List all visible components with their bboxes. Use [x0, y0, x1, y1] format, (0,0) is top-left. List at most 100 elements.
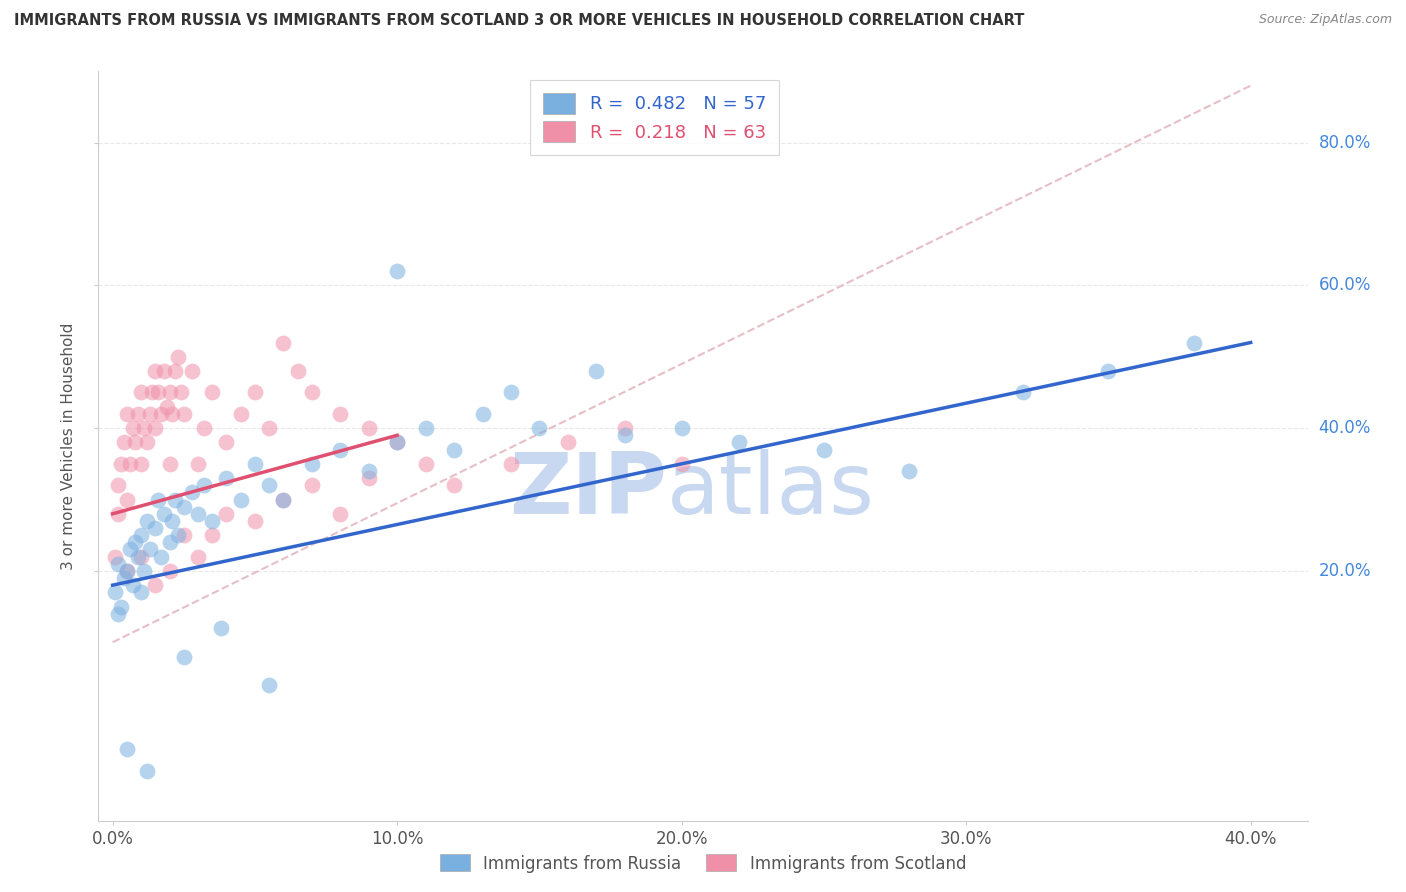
- Point: [257, 478, 280, 492]
- Point: [898, 464, 921, 478]
- Point: [159, 457, 181, 471]
- Point: [209, 621, 232, 635]
- Point: [165, 364, 187, 378]
- Point: [112, 435, 135, 450]
- Text: 80.0%: 80.0%: [1319, 134, 1371, 152]
- Point: [187, 507, 209, 521]
- Point: [143, 364, 166, 378]
- Point: [329, 407, 352, 421]
- Point: [127, 549, 149, 564]
- Point: [129, 385, 152, 400]
- Point: [153, 364, 176, 378]
- Point: [287, 364, 309, 378]
- Point: [173, 500, 195, 514]
- Legend: R =  0.482   N = 57, R =  0.218   N = 63: R = 0.482 N = 57, R = 0.218 N = 63: [530, 80, 779, 154]
- Point: [121, 421, 143, 435]
- Text: atlas: atlas: [666, 450, 875, 533]
- Point: [124, 435, 146, 450]
- Point: [162, 407, 184, 421]
- Point: [118, 457, 141, 471]
- Point: [243, 385, 266, 400]
- Point: [127, 407, 149, 421]
- Point: [112, 571, 135, 585]
- Point: [243, 514, 266, 528]
- Point: [385, 435, 408, 450]
- Point: [329, 507, 352, 521]
- Point: [813, 442, 835, 457]
- Point: [229, 492, 252, 507]
- Point: [1097, 364, 1119, 378]
- Text: 40.0%: 40.0%: [1319, 419, 1371, 437]
- Point: [138, 407, 160, 421]
- Point: [132, 564, 155, 578]
- Point: [104, 585, 127, 599]
- Point: [671, 457, 693, 471]
- Point: [273, 492, 295, 507]
- Point: [143, 421, 166, 435]
- Point: [243, 457, 266, 471]
- Point: [173, 649, 195, 664]
- Point: [727, 435, 749, 450]
- Point: [135, 435, 157, 450]
- Point: [150, 549, 173, 564]
- Point: [471, 407, 494, 421]
- Y-axis label: 3 or more Vehicles in Household: 3 or more Vehicles in Household: [60, 322, 76, 570]
- Point: [257, 678, 280, 692]
- Point: [138, 542, 160, 557]
- Point: [671, 421, 693, 435]
- Point: [107, 507, 129, 521]
- Point: [107, 607, 129, 621]
- Point: [173, 407, 195, 421]
- Point: [159, 564, 181, 578]
- Point: [110, 599, 132, 614]
- Point: [499, 385, 522, 400]
- Legend: Immigrants from Russia, Immigrants from Scotland: Immigrants from Russia, Immigrants from …: [433, 847, 973, 880]
- Point: [115, 564, 138, 578]
- Point: [124, 535, 146, 549]
- Point: [159, 385, 181, 400]
- Point: [1012, 385, 1035, 400]
- Point: [215, 471, 238, 485]
- Point: [167, 350, 190, 364]
- Point: [118, 542, 141, 557]
- Point: [201, 385, 224, 400]
- Point: [129, 457, 152, 471]
- Point: [193, 421, 215, 435]
- Point: [115, 564, 138, 578]
- Point: [229, 407, 252, 421]
- Point: [357, 464, 380, 478]
- Point: [357, 471, 380, 485]
- Point: [201, 528, 224, 542]
- Point: [129, 549, 152, 564]
- Point: [187, 549, 209, 564]
- Point: [162, 514, 184, 528]
- Point: [104, 549, 127, 564]
- Point: [215, 435, 238, 450]
- Point: [201, 514, 224, 528]
- Point: [193, 478, 215, 492]
- Point: [143, 578, 166, 592]
- Point: [132, 421, 155, 435]
- Point: [129, 585, 152, 599]
- Point: [443, 478, 465, 492]
- Point: [357, 421, 380, 435]
- Point: [170, 385, 193, 400]
- Point: [115, 407, 138, 421]
- Point: [107, 557, 129, 571]
- Point: [159, 535, 181, 549]
- Point: [187, 457, 209, 471]
- Text: ZIP: ZIP: [509, 450, 666, 533]
- Point: [156, 400, 179, 414]
- Point: [115, 492, 138, 507]
- Point: [165, 492, 187, 507]
- Text: 20.0%: 20.0%: [1319, 562, 1371, 580]
- Point: [150, 407, 173, 421]
- Point: [181, 485, 204, 500]
- Text: Source: ZipAtlas.com: Source: ZipAtlas.com: [1258, 13, 1392, 27]
- Point: [585, 364, 607, 378]
- Point: [613, 428, 636, 442]
- Text: IMMIGRANTS FROM RUSSIA VS IMMIGRANTS FROM SCOTLAND 3 OR MORE VEHICLES IN HOUSEHO: IMMIGRANTS FROM RUSSIA VS IMMIGRANTS FRO…: [14, 13, 1025, 29]
- Point: [329, 442, 352, 457]
- Point: [301, 478, 323, 492]
- Point: [141, 385, 163, 400]
